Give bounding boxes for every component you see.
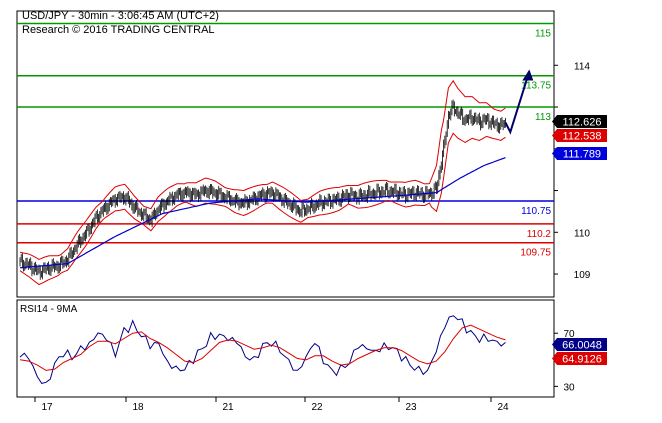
x-tick-label: 18: [132, 402, 144, 413]
rsi-tag: [557, 352, 607, 365]
rsi-tick-label: 30: [563, 382, 575, 393]
rsi-ma-line: [19, 324, 506, 371]
rsi-tag-label: 64.9126: [562, 354, 602, 366]
rsi-tag-pointer: [552, 352, 557, 365]
moving-average-line: [19, 157, 506, 269]
level-label: 110.2: [527, 229, 552, 240]
price-tick-label: 109: [574, 270, 591, 281]
level-label: 110.75: [521, 206, 551, 217]
level-label: 109.75: [520, 248, 551, 259]
price-tag: [557, 115, 607, 128]
rsi-panel-frame: [16, 299, 555, 398]
rsi-line: [19, 315, 506, 384]
upper-band-line: [19, 79, 506, 260]
price-tag-label: 112.538: [563, 131, 602, 143]
x-tick-label: 22: [311, 402, 323, 413]
lower-band-line: [19, 132, 506, 286]
price-tick-label: 110: [574, 228, 590, 239]
rsi-tag: [557, 338, 607, 351]
level-label: 113: [535, 112, 551, 123]
price-tag-pointer: [552, 129, 557, 142]
rsi-tag-pointer: [552, 338, 557, 351]
level-label: 113.75: [521, 81, 551, 92]
x-tick-label: 23: [405, 402, 417, 413]
projection-arrow: [504, 71, 531, 135]
chart-title: USD/JPY - 30min - 3:06:45 AM (UTC+2): [22, 10, 219, 22]
level-label: 115: [535, 29, 551, 40]
chart-copyright: Research © 2016 TRADING CENTRAL: [22, 24, 215, 36]
rsi-tick-label: 70: [563, 329, 575, 340]
price-tag-pointer: [552, 115, 557, 128]
rsi-tag-label: 66.0048: [562, 340, 602, 352]
x-tick-label: 21: [222, 402, 234, 413]
x-tick-label: 17: [41, 402, 53, 413]
projection-arrowhead: [522, 69, 534, 81]
price-tag-pointer: [552, 147, 557, 160]
price-tick-label: 114: [574, 61, 590, 72]
price-tag-label: 112.626: [563, 117, 602, 129]
rsi-panel-label: RSI14 - 9MA: [20, 304, 78, 315]
x-tick-label: 24: [497, 402, 509, 413]
price-tag: [557, 147, 607, 160]
price-panel-frame: [16, 10, 555, 298]
price-tag-label: 111.789: [563, 149, 601, 161]
price-tag: [557, 129, 607, 142]
